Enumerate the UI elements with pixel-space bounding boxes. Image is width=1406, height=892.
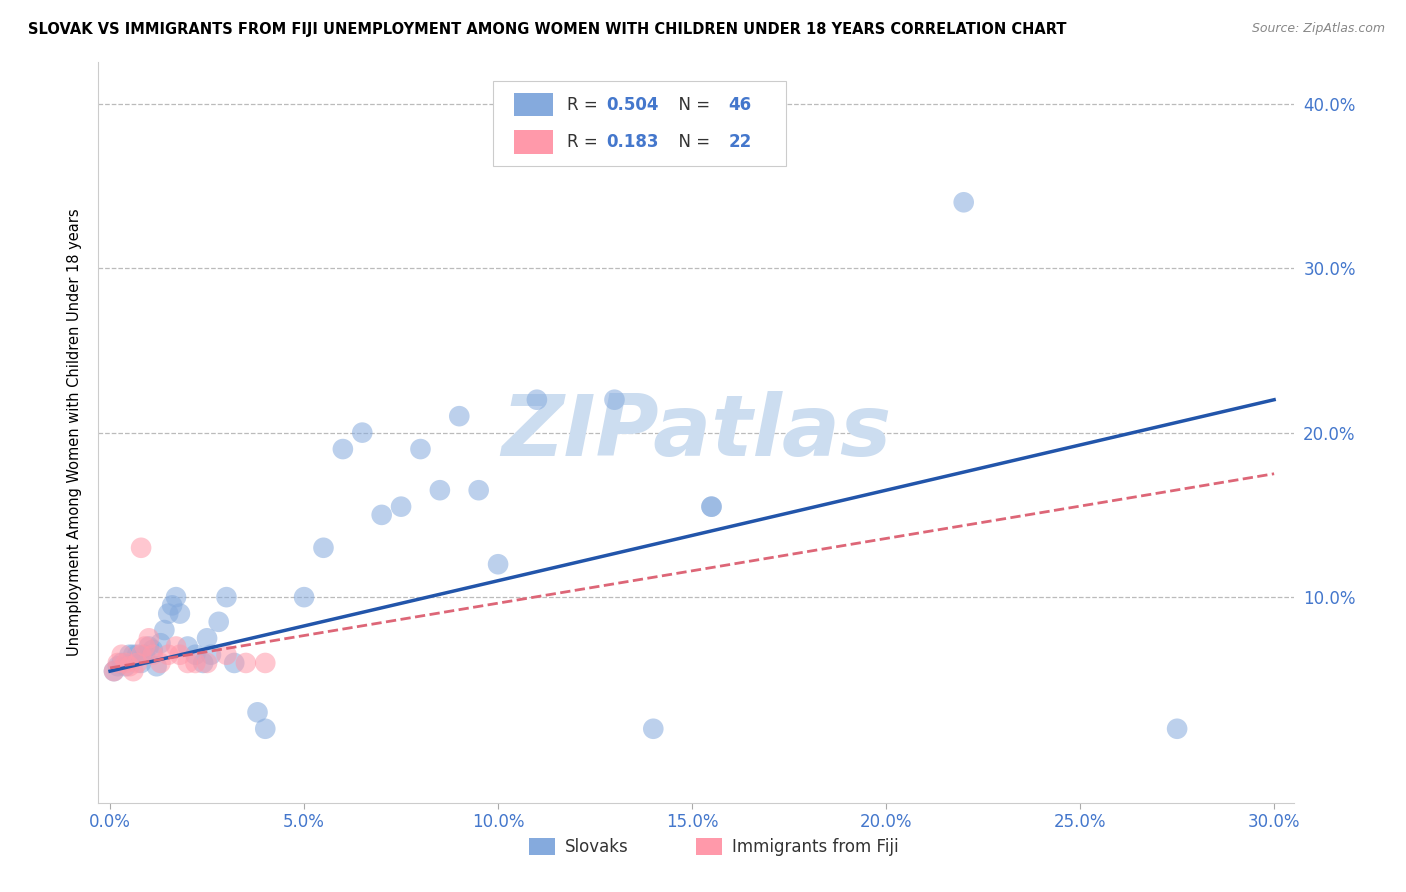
Point [292,590,315,604]
Point [176,656,198,670]
Point [312,541,335,555]
Point [526,392,548,407]
Point [246,706,269,720]
Point [134,648,156,662]
Point [176,640,198,654]
FancyBboxPatch shape [494,81,786,166]
Point [129,648,152,662]
Bar [696,838,723,855]
Point [643,722,665,736]
Point [165,590,187,604]
Point [332,442,354,456]
Point [103,664,125,678]
Point [107,656,129,670]
Point [149,636,172,650]
Point [193,656,215,670]
Point [952,195,974,210]
Point [127,648,149,662]
Point [122,648,145,662]
Text: SLOVAK VS IMMIGRANTS FROM FIJI UNEMPLOYMENT AMONG WOMEN WITH CHILDREN UNDER 18 Y: SLOVAK VS IMMIGRANTS FROM FIJI UNEMPLOYM… [28,22,1067,37]
Point [700,500,723,514]
Point [142,648,165,662]
Text: 0.183: 0.183 [606,133,659,151]
Text: R =: R = [567,95,603,113]
Point [114,659,136,673]
Point [114,656,136,670]
Point [107,659,129,673]
Y-axis label: Unemployment Among Women with Children Under 18 years: Unemployment Among Women with Children U… [66,209,82,657]
Point [111,656,134,670]
Point [149,656,172,670]
Point [142,642,165,657]
Point [129,541,152,555]
Bar [515,130,553,153]
Point [118,648,141,662]
Bar [515,93,553,117]
Point [215,648,238,662]
Point [224,656,246,670]
Point [254,656,277,670]
Point [200,648,222,662]
Point [195,656,218,670]
Point [184,656,207,670]
Point [389,500,412,514]
Point [118,659,141,673]
Text: Immigrants from Fiji: Immigrants from Fiji [733,838,898,856]
Point [429,483,451,498]
Point [700,500,723,514]
Point [157,648,180,662]
Point [208,615,231,629]
Point [103,664,125,678]
Point [157,607,180,621]
Point [603,392,626,407]
Text: R =: R = [567,133,603,151]
Point [127,656,149,670]
Text: N =: N = [668,95,716,113]
Text: 46: 46 [728,95,751,113]
Point [165,640,187,654]
Point [160,599,183,613]
Text: N =: N = [668,133,716,151]
Point [235,656,257,670]
Bar [529,838,555,855]
Text: Source: ZipAtlas.com: Source: ZipAtlas.com [1251,22,1385,36]
Point [169,648,191,662]
Point [1166,722,1188,736]
Point [486,558,509,572]
Point [254,722,277,736]
Text: 0.504: 0.504 [606,95,659,113]
Point [449,409,471,424]
Point [370,508,392,522]
Point [169,607,191,621]
Point [467,483,489,498]
Point [195,632,218,646]
Point [153,623,176,637]
Point [352,425,374,440]
Point [145,659,167,673]
Point [122,664,145,678]
Point [184,648,207,662]
Point [409,442,432,456]
Point [134,640,156,654]
Text: 22: 22 [728,133,751,151]
Text: ZIPatlas: ZIPatlas [501,391,891,475]
Point [138,632,160,646]
Point [215,590,238,604]
Point [138,640,160,654]
Point [129,656,152,670]
Point [111,648,134,662]
Text: Slovaks: Slovaks [565,838,628,856]
